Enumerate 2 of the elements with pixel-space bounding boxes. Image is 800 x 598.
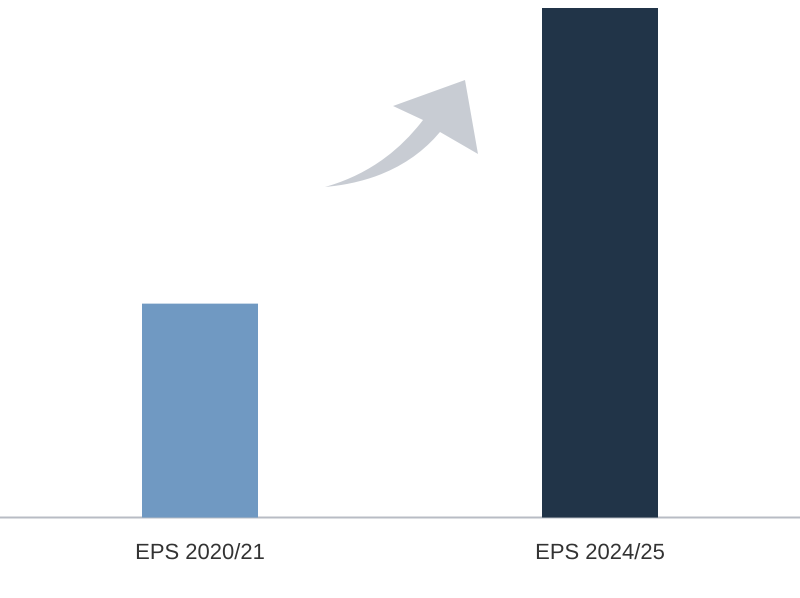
x-tick-label: EPS 2024/25 (535, 538, 665, 564)
x-tick-label: EPS 2020/21 (135, 538, 265, 564)
